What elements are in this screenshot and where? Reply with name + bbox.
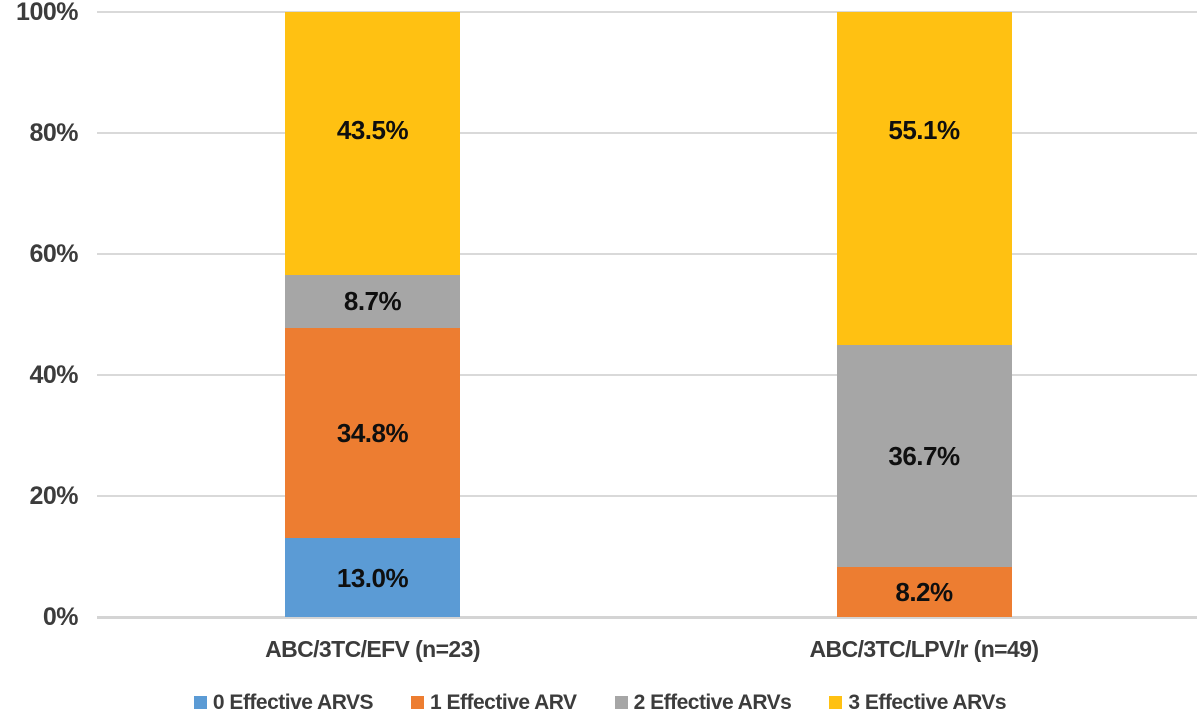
legend-swatch xyxy=(614,696,628,709)
y-axis-tick-label: 60% xyxy=(29,240,78,268)
y-axis-tick-label: 0% xyxy=(42,603,79,631)
gridline xyxy=(97,132,1197,134)
legend-swatch xyxy=(829,696,843,709)
segment-value-label: 36.7% xyxy=(888,441,960,472)
y-axis-tick-label: 100% xyxy=(16,0,78,26)
bar-segment xyxy=(836,12,1012,346)
bar-segment xyxy=(285,538,460,617)
y-axis-tick-label: 40% xyxy=(29,361,78,389)
y-axis-tick-label: 80% xyxy=(29,119,78,147)
legend-label: 2 Effective ARVs xyxy=(633,691,792,714)
gridline xyxy=(97,253,1197,255)
legend: 0 Effective ARVS 1 Effective ARV 2 Effecti… xyxy=(0,692,1200,713)
segment-value-label: 55.1% xyxy=(888,115,960,145)
x-axis-line xyxy=(97,616,1197,619)
gridline xyxy=(97,495,1197,497)
bar-segment xyxy=(836,567,1012,617)
legend-item: 2 Effective ARVs xyxy=(614,691,792,714)
segment-value-label: 43.5% xyxy=(336,115,409,145)
gridline xyxy=(97,374,1197,376)
legend-item: 0 Effective ARVS xyxy=(193,691,374,714)
legend-swatch xyxy=(411,696,424,709)
segment-value-label: 8.7% xyxy=(343,286,402,317)
bar-segment xyxy=(285,12,460,276)
legend-item: 1 Effective ARV xyxy=(411,692,577,713)
legend-label: 1 Effective ARV xyxy=(430,691,577,714)
legend-label: 0 Effective ARVS xyxy=(212,691,374,714)
gridline xyxy=(97,11,1197,13)
bar-segment xyxy=(836,345,1012,568)
bar-segment xyxy=(285,327,460,539)
y-axis-tick-label: 20% xyxy=(29,482,78,510)
legend-label: 3 Effective ARVs xyxy=(848,691,1007,714)
x-axis-category-label: ABC/3TC/LPV/r (n=49) xyxy=(809,636,1040,662)
legend-item: 3 Effective ARVs xyxy=(829,691,1007,714)
x-axis-category-label: ABC/3TC/EFV (n=23) xyxy=(265,636,480,662)
bar-segment xyxy=(285,275,460,328)
legend-swatch xyxy=(193,696,207,709)
segment-value-label: 8.2% xyxy=(895,577,953,608)
segment-value-label: 13.0% xyxy=(336,562,409,593)
segment-value-label: 34.8% xyxy=(336,418,409,449)
